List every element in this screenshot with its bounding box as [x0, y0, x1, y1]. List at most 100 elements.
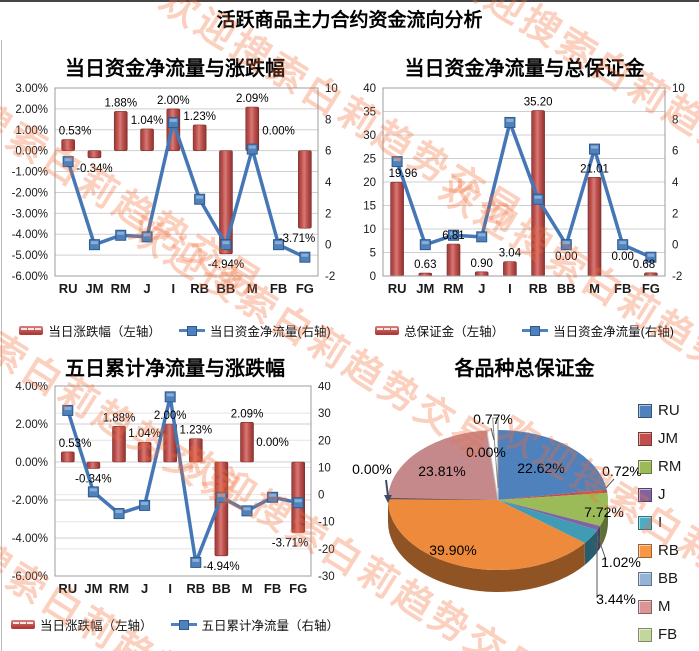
svg-text:10: 10	[363, 224, 376, 236]
svg-text:15: 15	[363, 201, 376, 213]
legend-item: 五日累计净流量（右轴）	[170, 615, 340, 634]
svg-text:0.00%: 0.00%	[256, 437, 289, 449]
bar-series-swatch	[375, 326, 400, 335]
svg-text:BB: BB	[557, 281, 576, 296]
svg-text:0.53%: 0.53%	[59, 438, 92, 450]
svg-text:25: 25	[363, 154, 376, 166]
chart-card-five-day-flow-vs-change: 五日累计净流量与涨跌幅 0.53% -0.34% 1.88% 1.04% 2.00% 1.…	[0, 354, 350, 651]
svg-text:8: 8	[325, 114, 331, 126]
svg-text:10: 10	[325, 83, 338, 95]
legend-label: 当日资金净流量(右轴)	[553, 325, 674, 339]
svg-text:-4.00%: -4.00%	[12, 533, 48, 545]
svg-text:0.77%: 0.77%	[473, 411, 513, 427]
svg-text:20: 20	[318, 435, 331, 447]
svg-text:0.68: 0.68	[633, 259, 655, 271]
window-top-edge	[0, 0, 699, 2]
svg-text:RB: RB	[190, 281, 209, 296]
svg-text:FG: FG	[642, 281, 660, 296]
legend-label: BB	[658, 570, 679, 587]
legend-label: J	[658, 486, 666, 503]
svg-text:30: 30	[318, 408, 331, 420]
svg-text:6.81: 6.81	[442, 230, 464, 242]
svg-text:4: 4	[672, 177, 679, 189]
svg-text:3.00%: 3.00%	[15, 83, 48, 95]
svg-text:RM: RM	[109, 581, 129, 596]
svg-text:0: 0	[370, 271, 376, 283]
svg-text:0.63: 0.63	[414, 259, 436, 271]
legend-swatch	[638, 487, 652, 502]
chart-title: 各品种总保证金	[454, 358, 595, 380]
svg-text:1.88%: 1.88%	[104, 97, 137, 109]
svg-text:2.00%: 2.00%	[154, 410, 187, 422]
legend-label: RM	[658, 458, 682, 475]
svg-text:3.44%: 3.44%	[596, 591, 636, 607]
legend-label: JM	[658, 430, 678, 447]
page-title: 活跃商品主力合约资金流向分析	[216, 10, 483, 31]
svg-text:M: M	[242, 581, 253, 596]
legend-swatch	[638, 403, 652, 418]
legend-label: I	[658, 514, 663, 531]
svg-text:RU: RU	[59, 281, 78, 296]
svg-text:-4.00%: -4.00%	[12, 229, 48, 241]
svg-text:JM: JM	[84, 581, 102, 596]
svg-text:-1.00%: -1.00%	[12, 167, 48, 179]
legend-label: FB	[658, 626, 678, 643]
legend-item: 当日资金净流量(右轴)	[522, 321, 674, 340]
svg-text:20: 20	[363, 177, 376, 189]
legend-item: 当日涨跌幅（左轴）	[10, 615, 153, 634]
svg-text:1.04%: 1.04%	[131, 115, 164, 127]
svg-text:40: 40	[363, 83, 376, 95]
svg-text:-4.94%: -4.94%	[208, 259, 244, 271]
svg-text:0.90: 0.90	[471, 258, 493, 270]
legend-item: I	[638, 514, 681, 531]
svg-text:2: 2	[672, 208, 678, 220]
legend-label: RB	[658, 542, 679, 559]
svg-text:8: 8	[672, 114, 678, 126]
svg-text:-30: -30	[318, 571, 335, 583]
legend-label: 当日涨跌幅（左轴）	[48, 325, 161, 339]
bar-series-swatch	[19, 326, 44, 335]
legend-label: 五日累计净流量（右轴）	[201, 619, 340, 633]
svg-text:-2.00%: -2.00%	[12, 495, 48, 507]
chart-legend: 总保证金（左轴） 当日资金净流量(右轴)	[350, 321, 699, 340]
svg-text:1.23%: 1.23%	[179, 425, 212, 437]
chart-title: 当日资金净流量与涨跌幅	[65, 58, 285, 80]
chart-legend: 当日涨跌幅（左轴） 五日累计净流量（右轴）	[0, 615, 350, 634]
svg-text:FG: FG	[289, 581, 307, 596]
svg-text:1.00%: 1.00%	[15, 125, 48, 137]
legend-item: RU	[638, 402, 681, 419]
svg-text:1.23%: 1.23%	[183, 111, 216, 123]
svg-text:RU: RU	[388, 281, 407, 296]
svg-text:FB: FB	[264, 581, 281, 596]
svg-text:-2: -2	[325, 271, 335, 283]
svg-text:J: J	[143, 281, 150, 296]
svg-text:2.09%: 2.09%	[231, 408, 264, 420]
svg-text:5: 5	[370, 248, 376, 260]
svg-text:35.20: 35.20	[524, 97, 553, 109]
svg-text:RM: RM	[111, 281, 131, 296]
svg-text:BB: BB	[212, 581, 231, 596]
svg-text:JM: JM	[85, 281, 103, 296]
line-series-swatch	[170, 619, 197, 630]
svg-text:M: M	[589, 281, 600, 296]
chart-card-total-margin-pie: 各品种总保证金 22.62% 0.72% 7.72% 1.02% 3.44% 39.90%…	[350, 354, 699, 651]
svg-text:1.04%: 1.04%	[128, 428, 161, 440]
svg-text:-3.71%: -3.71%	[279, 233, 315, 245]
svg-text:3.04: 3.04	[499, 248, 522, 260]
svg-text:-5.00%: -5.00%	[12, 250, 48, 262]
svg-text:0.53%: 0.53%	[59, 126, 92, 138]
svg-text:2.00%: 2.00%	[15, 419, 48, 431]
svg-text:RB: RB	[529, 281, 548, 296]
bar-series-swatch	[10, 620, 35, 629]
svg-text:39.90%: 39.90%	[429, 542, 476, 558]
svg-text:1.02%: 1.02%	[601, 554, 641, 570]
chart-legend: 当日涨跌幅（左轴） 当日资金净流量(右轴)	[0, 321, 350, 340]
svg-text:RU: RU	[58, 581, 77, 596]
svg-text:-3.71%: -3.71%	[272, 537, 308, 549]
svg-text:0.00%: 0.00%	[15, 457, 48, 469]
svg-text:10: 10	[318, 462, 331, 474]
svg-text:2.00%: 2.00%	[15, 104, 48, 116]
svg-text:22.62%: 22.62%	[517, 460, 564, 476]
svg-text:35: 35	[363, 107, 376, 119]
svg-text:-3.00%: -3.00%	[12, 208, 48, 220]
